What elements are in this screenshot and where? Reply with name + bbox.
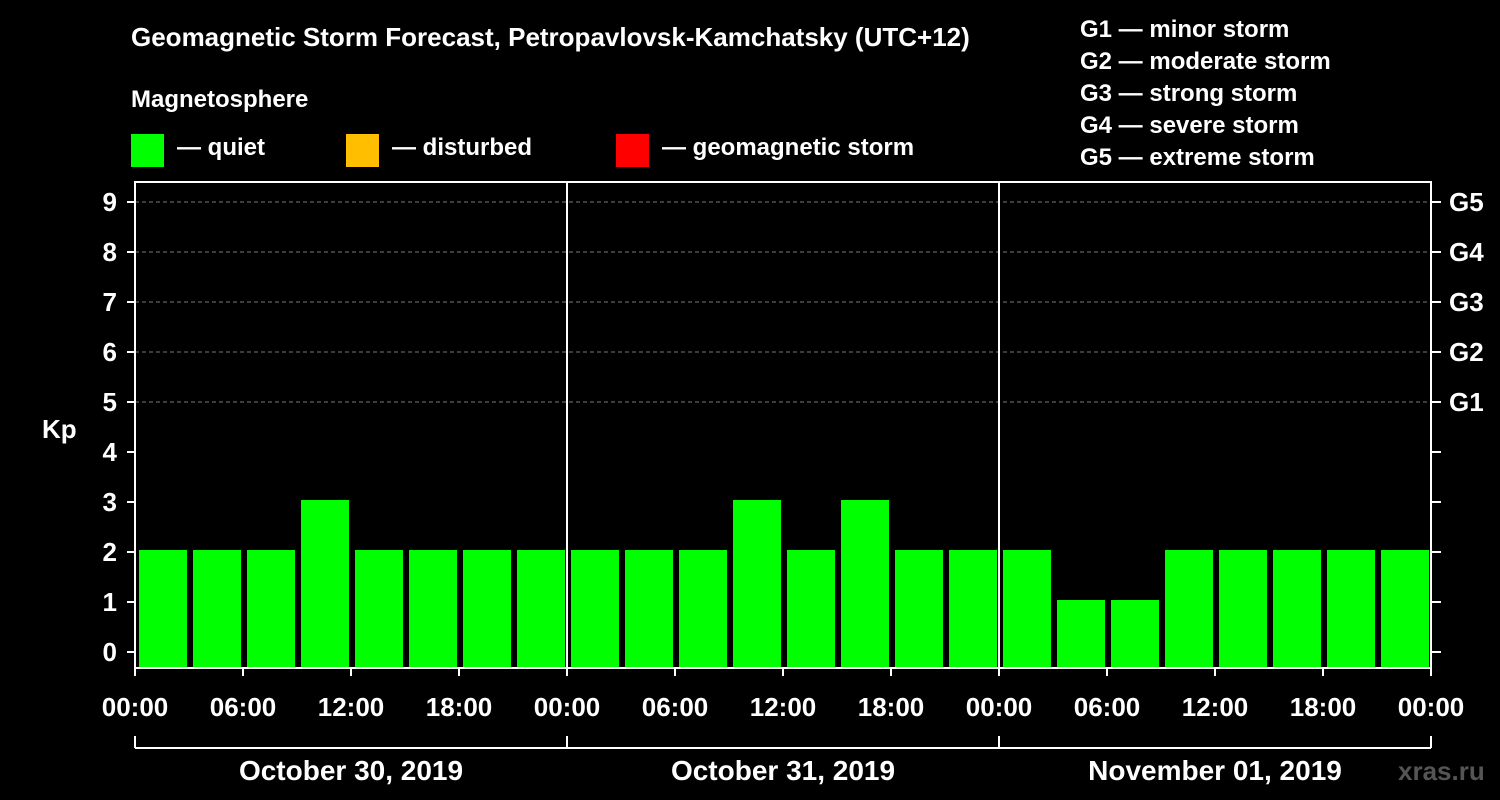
bar-3 [301, 500, 349, 668]
bar-7 [517, 550, 565, 668]
bar-2 [247, 550, 295, 668]
x-tick-label-6: 12:00 [750, 692, 817, 722]
x-tick-label-5: 06:00 [642, 692, 709, 722]
storm-level-g2: G2 — moderate storm [1080, 48, 1331, 75]
watermark: xras.ru [1398, 756, 1485, 786]
x-tick-label-9: 06:00 [1074, 692, 1141, 722]
legend-label-quiet: — quiet [177, 134, 265, 161]
x-tick-label-12: 00:00 [1398, 692, 1465, 722]
bar-4 [355, 550, 403, 668]
x-tick-label-4: 00:00 [534, 692, 601, 722]
storm-level-g1: G1 — minor storm [1080, 16, 1290, 43]
y-tick-label-9: 9 [103, 187, 117, 217]
y-axis-label: Kp [42, 414, 77, 444]
y-tick-label-5: 5 [103, 387, 117, 417]
bar-19 [1165, 550, 1213, 668]
bar-23 [1381, 550, 1429, 668]
storm-levels-list: G1 — minor storm G2 — moderate storm G3 … [1080, 14, 1331, 174]
x-tick-label-0: 00:00 [102, 692, 169, 722]
bar-22 [1327, 550, 1375, 668]
right-tick-label-G5: G5 [1449, 187, 1484, 217]
day-label-1: October 31, 2019 [671, 755, 895, 786]
y-tick-label-8: 8 [103, 237, 117, 267]
right-tick-label-G2: G2 [1449, 337, 1484, 367]
bar-17 [1057, 600, 1105, 668]
right-tick-label-G3: G3 [1449, 287, 1484, 317]
bar-14 [895, 550, 943, 668]
bar-12 [787, 550, 835, 668]
y-tick-label-4: 4 [103, 437, 118, 467]
y-tick-label-6: 6 [103, 337, 117, 367]
bar-8 [571, 550, 619, 668]
y-tick-label-7: 7 [103, 287, 117, 317]
x-tick-label-8: 00:00 [966, 692, 1033, 722]
y-tick-label-3: 3 [103, 487, 117, 517]
day-label-2: November 01, 2019 [1088, 755, 1342, 786]
bar-18 [1111, 600, 1159, 668]
bar-13 [841, 500, 889, 668]
bar-1 [193, 550, 241, 668]
bar-5 [409, 550, 457, 668]
bar-15 [949, 550, 997, 668]
legend-heading: Magnetosphere [131, 86, 309, 113]
y-tick-label-0: 0 [103, 637, 117, 667]
legend-swatch-storm [616, 134, 649, 167]
y-tick-label-2: 2 [103, 537, 117, 567]
bar-11 [733, 500, 781, 668]
bar-6 [463, 550, 511, 668]
legend-swatch-disturbed [346, 134, 379, 167]
chart-title: Geomagnetic Storm Forecast, Petropavlovs… [131, 22, 970, 52]
day-label-0: October 30, 2019 [239, 755, 463, 786]
x-tick-label-10: 12:00 [1182, 692, 1249, 722]
storm-level-g3: G3 — strong storm [1080, 80, 1298, 107]
right-tick-label-G4: G4 [1449, 237, 1484, 267]
storm-level-g4: G4 — severe storm [1080, 112, 1299, 139]
y-tick-label-1: 1 [103, 587, 117, 617]
bar-10 [679, 550, 727, 668]
x-tick-label-7: 18:00 [858, 692, 925, 722]
x-tick-label-11: 18:00 [1290, 692, 1357, 722]
bar-21 [1273, 550, 1321, 668]
storm-level-g5: G5 — extreme storm [1080, 144, 1315, 171]
x-tick-label-1: 06:00 [210, 692, 277, 722]
legend-label-disturbed: — disturbed [392, 134, 533, 161]
x-tick-label-2: 12:00 [318, 692, 385, 722]
bar-9 [625, 550, 673, 668]
bar-20 [1219, 550, 1267, 668]
x-tick-label-3: 18:00 [426, 692, 493, 722]
right-tick-label-G1: G1 [1449, 387, 1484, 417]
bar-0 [139, 550, 187, 668]
bar-16 [1003, 550, 1051, 668]
legend-swatch-quiet [131, 134, 164, 167]
legend-label-storm: — geomagnetic storm [662, 134, 915, 161]
